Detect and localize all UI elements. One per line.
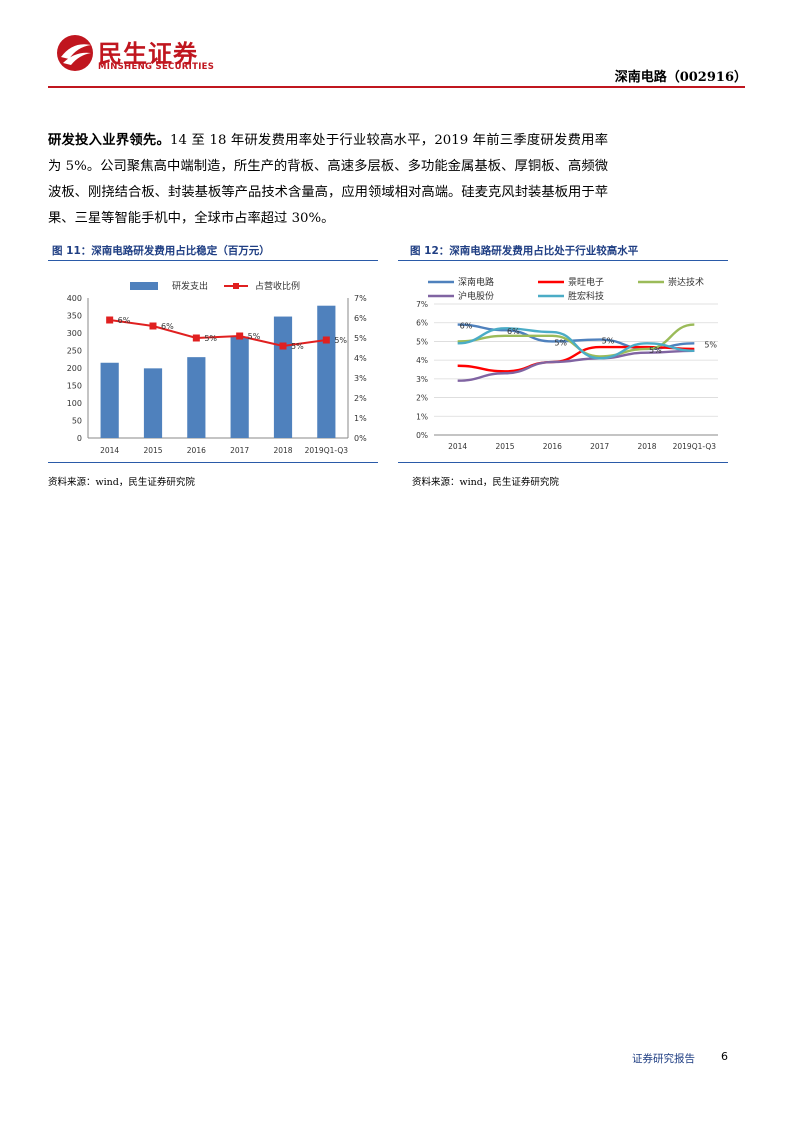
x-tick-label: 2018 xyxy=(273,446,292,455)
company-name-cn: 民生证券 xyxy=(98,40,198,68)
legend-label: 深南电路 xyxy=(458,276,494,288)
data-label: 5% xyxy=(334,336,347,345)
x-tick-label: 2015 xyxy=(143,446,162,455)
bar xyxy=(230,336,249,438)
x-tick-label: 2016 xyxy=(543,442,562,451)
y-tick-label-left: 350 xyxy=(67,312,82,321)
line-point xyxy=(192,334,200,342)
line-series xyxy=(457,327,695,360)
company-name-en: MINSHENG SECURITIES xyxy=(98,62,215,72)
legend-label: 景旺电子 xyxy=(568,276,604,288)
bar xyxy=(100,362,119,438)
footer-label: 证券研究报告 xyxy=(632,1053,695,1065)
figure-11-top-rule xyxy=(48,260,378,261)
legend-label: 胜宏科技 xyxy=(568,290,604,302)
y-tick-label-right: 0% xyxy=(354,434,367,443)
y-tick-label: 7% xyxy=(416,300,428,309)
legend-label: 崇达技术 xyxy=(668,276,704,288)
x-tick-label: 2019Q1-Q3 xyxy=(673,442,717,451)
y-tick-label-right: 3% xyxy=(354,374,367,383)
y-tick-label-left: 300 xyxy=(67,329,82,338)
y-tick-label: 5% xyxy=(416,337,428,346)
bar xyxy=(187,357,206,438)
x-tick-label: 2014 xyxy=(448,442,467,451)
figure-11-source: 资料来源：wind，民生证券研究院 xyxy=(48,477,195,488)
data-label: 5% xyxy=(554,338,567,347)
data-label: 5% xyxy=(291,342,304,351)
line-series xyxy=(457,349,695,382)
line-point xyxy=(106,316,114,324)
legend-label-line: 占营收比例 xyxy=(255,280,300,292)
figure-12-title: 图 12：深南电路研发费用占比处于行业较高水平 xyxy=(410,245,639,257)
legend-label-bar: 研发支出 xyxy=(172,280,208,292)
paragraph-body: 14 至 18 年研发费用率处于行业较高水平，2019 年前三季度研发费用率为 … xyxy=(48,133,608,226)
y-tick-label-left: 100 xyxy=(67,399,82,408)
y-tick-label-right: 6% xyxy=(354,314,367,323)
y-tick-label-left: 400 xyxy=(67,294,82,303)
data-label: 5% xyxy=(704,340,717,349)
y-tick-label: 2% xyxy=(416,394,428,403)
y-tick-label-right: 2% xyxy=(354,394,367,403)
data-label: 5% xyxy=(248,332,261,341)
figure-12-source: 资料来源：wind，民生证券研究院 xyxy=(412,477,559,488)
y-tick-label-right: 7% xyxy=(354,294,367,303)
data-label: 6% xyxy=(507,327,520,336)
figure-11-bottom-rule xyxy=(48,462,378,463)
data-label: 6% xyxy=(161,322,174,331)
y-tick-label-right: 4% xyxy=(354,354,367,363)
line-point xyxy=(322,336,330,344)
data-label: 6% xyxy=(118,316,131,325)
y-tick-label: 4% xyxy=(416,356,428,365)
legend-label: 沪电股份 xyxy=(458,290,494,302)
y-tick-label: 6% xyxy=(416,319,428,328)
x-tick-label: 2018 xyxy=(637,442,656,451)
x-tick-label: 2017 xyxy=(230,446,249,455)
y-tick-label: 3% xyxy=(416,375,428,384)
y-tick-label-left: 150 xyxy=(67,382,82,391)
figure-12-bottom-rule xyxy=(398,462,728,463)
bar xyxy=(273,316,293,438)
y-tick-label-right: 5% xyxy=(354,334,367,343)
legend-swatch-bar xyxy=(130,282,158,290)
x-tick-label: 2017 xyxy=(590,442,609,451)
body-paragraph: 研发投入业界领先。14 至 18 年研发费用率处于行业较高水平，2019 年前三… xyxy=(48,128,608,232)
bar xyxy=(143,368,163,438)
x-tick-label: 2016 xyxy=(187,446,206,455)
line-point xyxy=(149,322,157,330)
figure-11-title: 图 11：深南电路研发费用占比稳定（百万元） xyxy=(52,245,270,257)
x-tick-label: 2015 xyxy=(495,442,514,451)
report-title: 深南电路（002916） xyxy=(614,70,747,85)
line-series xyxy=(109,319,327,348)
header-divider xyxy=(48,86,745,88)
figure-12-top-rule xyxy=(398,260,728,261)
y-tick-label: 0% xyxy=(416,431,428,440)
figure-11-chart: 研发支出 占营收比例 0 50 100 150 200 250 300 350 400 0% 1% 2% 3… xyxy=(67,280,367,455)
page-number: 6 xyxy=(721,1050,728,1063)
data-label: 5% xyxy=(204,334,217,343)
y-tick-label-right: 1% xyxy=(354,414,367,423)
line-point xyxy=(236,332,244,340)
line-point xyxy=(279,342,287,350)
y-tick-label-left: 50 xyxy=(72,417,82,426)
data-label: 6% xyxy=(460,322,473,331)
x-tick-label: 2014 xyxy=(100,446,119,455)
bar xyxy=(317,305,336,438)
x-tick-label: 2019Q1-Q3 xyxy=(305,446,349,455)
y-tick-label-left: 0 xyxy=(77,434,82,443)
y-tick-label: 1% xyxy=(416,412,428,421)
company-logo xyxy=(57,35,93,71)
data-label: 5% xyxy=(649,346,662,355)
paragraph-lead: 研发投入业界领先。 xyxy=(48,133,171,148)
line-series xyxy=(457,345,695,373)
legend-marker-line xyxy=(233,283,239,289)
y-tick-label-left: 250 xyxy=(67,347,82,356)
data-label: 5% xyxy=(602,337,615,346)
y-tick-label-left: 200 xyxy=(67,364,82,373)
